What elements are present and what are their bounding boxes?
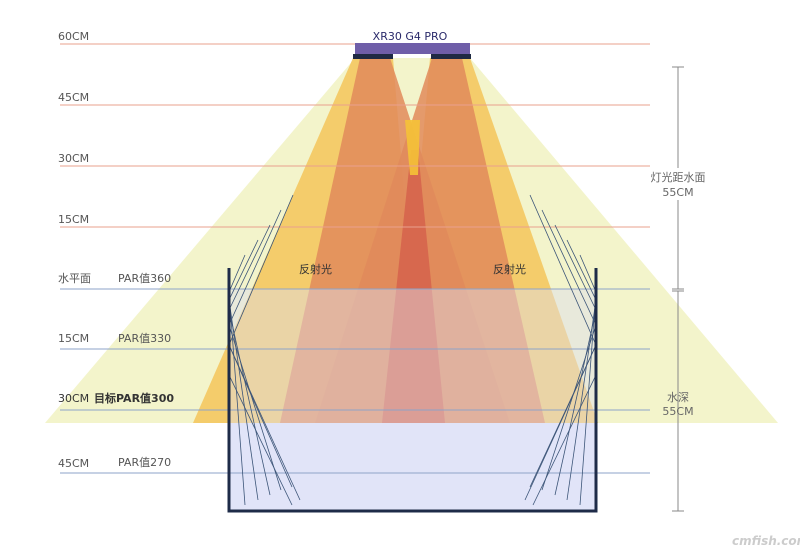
- water-level-lines: [60, 288, 650, 474]
- water-depth-45-par: PAR值270: [118, 456, 171, 469]
- beam-overlap-core: [382, 150, 445, 423]
- watermark: cmfish.com: [732, 534, 800, 548]
- lamp-body: [355, 43, 470, 54]
- air-label-30: 30CM: [58, 152, 89, 165]
- lamp-left-emitter: [353, 54, 393, 59]
- air-label-45: 45CM: [58, 91, 89, 104]
- water-surface-label: 水平面: [58, 272, 91, 285]
- center-glint: [405, 120, 420, 175]
- deep-water: [229, 423, 596, 511]
- water-depth-45-label: 45CM: [58, 457, 89, 470]
- water-depth-30-par: 目标PAR值300: [94, 391, 174, 405]
- aquarium-tank: [227, 268, 598, 513]
- air-label-15: 15CM: [58, 213, 89, 226]
- water-depth-15-par: PAR值330: [118, 332, 171, 345]
- water-depth-label: 水深: [667, 391, 689, 404]
- lamp-right-emitter: [431, 54, 471, 59]
- reflection-label-left: 反射光: [299, 262, 332, 276]
- right-inner-beam: [315, 58, 545, 423]
- underwater-overlay: [229, 289, 596, 423]
- lamp-model: XR30 G4 PRO: [373, 30, 448, 43]
- water-surface-par: PAR值360: [118, 272, 171, 285]
- light-distance-label: 灯光距水面: [651, 170, 706, 184]
- water-depth-15-label: 15CM: [58, 332, 89, 345]
- water-depth-30-label: 30CM: [58, 392, 89, 405]
- light-distance-value: 55CM: [662, 186, 693, 199]
- light-distance-label-bg: [645, 168, 711, 200]
- air-label-60: 60CM: [58, 30, 89, 43]
- reflection-label-right: 反射光: [493, 262, 526, 276]
- water-depth-value: 55CM: [662, 405, 693, 418]
- water-depth-marker: [672, 290, 684, 512]
